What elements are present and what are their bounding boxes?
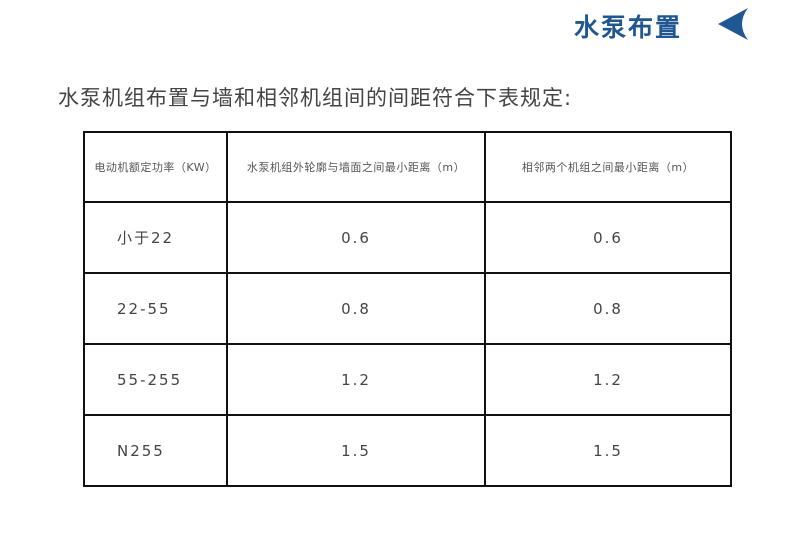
header-unit-distance: 相邻两个机组之间最小距离（m） xyxy=(484,131,732,203)
table-row: N255 1.5 1.5 xyxy=(83,414,732,487)
table-row: 55-255 1.2 1.2 xyxy=(83,343,732,416)
table-header-row: 电动机额定功率（KW） 水泵机组外轮廓与墙面之间最小距离（m） 相邻两个机组之间… xyxy=(83,131,732,203)
cell-unit-distance: 1.2 xyxy=(484,343,732,416)
section-title: 水泵布置 xyxy=(574,13,683,42)
table-row: 小于22 0.6 0.6 xyxy=(83,201,732,274)
cell-unit-distance: 0.8 xyxy=(484,272,732,345)
cell-power: N255 xyxy=(83,414,228,487)
header-wall-distance: 水泵机组外轮廓与墙面之间最小距离（m） xyxy=(226,131,486,203)
cell-wall-distance: 1.5 xyxy=(226,414,486,487)
cell-power: 22-55 xyxy=(83,272,228,345)
cell-wall-distance: 1.2 xyxy=(226,343,486,416)
cell-power: 小于22 xyxy=(83,201,228,274)
table-row: 22-55 0.8 0.8 xyxy=(83,272,732,345)
header-power: 电动机额定功率（KW） xyxy=(83,131,228,203)
cell-unit-distance: 0.6 xyxy=(484,201,732,274)
cell-wall-distance: 0.8 xyxy=(226,272,486,345)
intro-text: 水泵机组布置与墙和相邻机组间的间距符合下表规定: xyxy=(58,86,573,110)
cell-unit-distance: 1.5 xyxy=(484,414,732,487)
spacing-table: 电动机额定功率（KW） 水泵机组外轮廓与墙面之间最小距离（m） 相邻两个机组之间… xyxy=(83,131,732,487)
cell-wall-distance: 0.6 xyxy=(226,201,486,274)
arrow-left-icon xyxy=(718,8,748,40)
cell-power: 55-255 xyxy=(83,343,228,416)
